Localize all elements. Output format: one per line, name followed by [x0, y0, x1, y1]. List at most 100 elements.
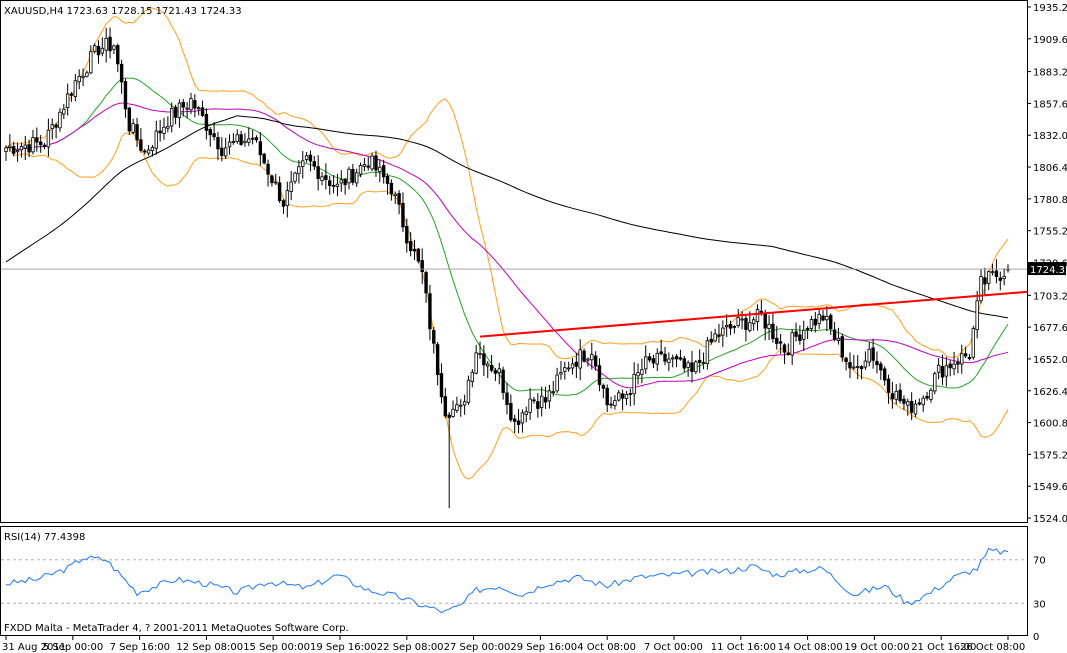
candle-body [902, 398, 906, 404]
candle [397, 190, 401, 215]
candle-body [956, 362, 960, 365]
candle-body [69, 93, 74, 96]
candle-body [539, 395, 544, 408]
candle-body [216, 137, 220, 150]
candle [393, 191, 397, 204]
candle [482, 345, 486, 376]
candle [960, 344, 964, 374]
candle [524, 406, 528, 423]
candle-body [971, 328, 976, 358]
candle-body [929, 389, 933, 400]
candle [173, 104, 178, 125]
y-tick-label: 1883.20 [1033, 68, 1067, 79]
candle-body [886, 378, 891, 393]
candle-body [77, 76, 81, 83]
candle-body [798, 334, 802, 341]
candle [35, 127, 39, 152]
candle [601, 383, 606, 399]
candle-body [998, 277, 1002, 281]
candle [154, 120, 158, 155]
candle [609, 396, 613, 409]
candle [108, 27, 112, 59]
candle [547, 384, 552, 409]
candle [270, 174, 274, 187]
candle-body [744, 318, 748, 330]
candle [158, 119, 162, 142]
candle-body [85, 72, 89, 77]
candle [293, 171, 297, 184]
candle-body [952, 363, 956, 370]
candle [936, 358, 941, 380]
candle-body [143, 150, 147, 153]
candle [89, 45, 93, 75]
candle [127, 106, 132, 136]
candle-body [748, 322, 752, 331]
candle-body [701, 362, 706, 365]
candle [324, 163, 328, 190]
candle-body [154, 130, 158, 149]
candle [667, 352, 671, 372]
candle-body [239, 134, 243, 145]
candle [104, 27, 108, 63]
candle [459, 399, 463, 417]
candle [686, 360, 690, 377]
candle-body [227, 141, 232, 148]
candle-body [347, 168, 351, 184]
candle-body [663, 353, 667, 362]
candle [701, 352, 706, 370]
candle [617, 390, 621, 402]
candle [262, 152, 266, 165]
candle [243, 133, 247, 147]
candle-body [358, 165, 363, 175]
candle-body [694, 361, 698, 373]
candle [247, 127, 251, 147]
candle-body [755, 308, 760, 322]
candle [563, 361, 567, 380]
candle [987, 270, 991, 290]
candle-body [513, 418, 517, 422]
candle-body [308, 154, 313, 162]
candle [223, 137, 228, 160]
candle [193, 94, 197, 118]
candle-body [381, 165, 386, 178]
candle-body [617, 392, 621, 401]
x-tick-label: 15 Sep 00:00 [243, 642, 310, 653]
candle-body [231, 140, 236, 144]
candle [678, 349, 683, 361]
resistance-trendline[interactable] [479, 290, 1028, 338]
candle [412, 239, 417, 261]
candle [909, 392, 914, 421]
candle [358, 162, 363, 178]
candle-body [651, 358, 656, 364]
candle [181, 98, 185, 117]
candle-body [19, 146, 24, 151]
candle [439, 363, 444, 404]
candle-body [644, 356, 648, 370]
candle [8, 134, 12, 152]
candle [979, 269, 983, 304]
y-tick-label: 1806.40 [1033, 163, 1067, 174]
candle-body [54, 124, 58, 128]
candle-body [690, 362, 694, 372]
candle-body [27, 144, 31, 153]
candle [578, 339, 582, 381]
candle-body [443, 396, 448, 417]
candle [162, 117, 166, 140]
footer-copyright: FXDD Malta - MetaTrader 4, ? 2001-2011 M… [4, 623, 349, 634]
candle [805, 326, 810, 340]
candle-body [516, 420, 521, 425]
x-tick-label: 29 Sep 16:00 [510, 642, 577, 653]
candle-body [659, 351, 663, 355]
candle-body [208, 128, 212, 136]
candle-body [586, 358, 590, 361]
rsi-tick-label: 30 [1033, 599, 1046, 610]
candle-body [983, 277, 987, 285]
candle-body [247, 138, 251, 143]
candle-body [489, 365, 494, 371]
candle-body [166, 125, 170, 129]
candle [46, 118, 51, 157]
candle-body [23, 144, 27, 149]
candle-body [925, 395, 929, 399]
candle-body [647, 356, 652, 361]
